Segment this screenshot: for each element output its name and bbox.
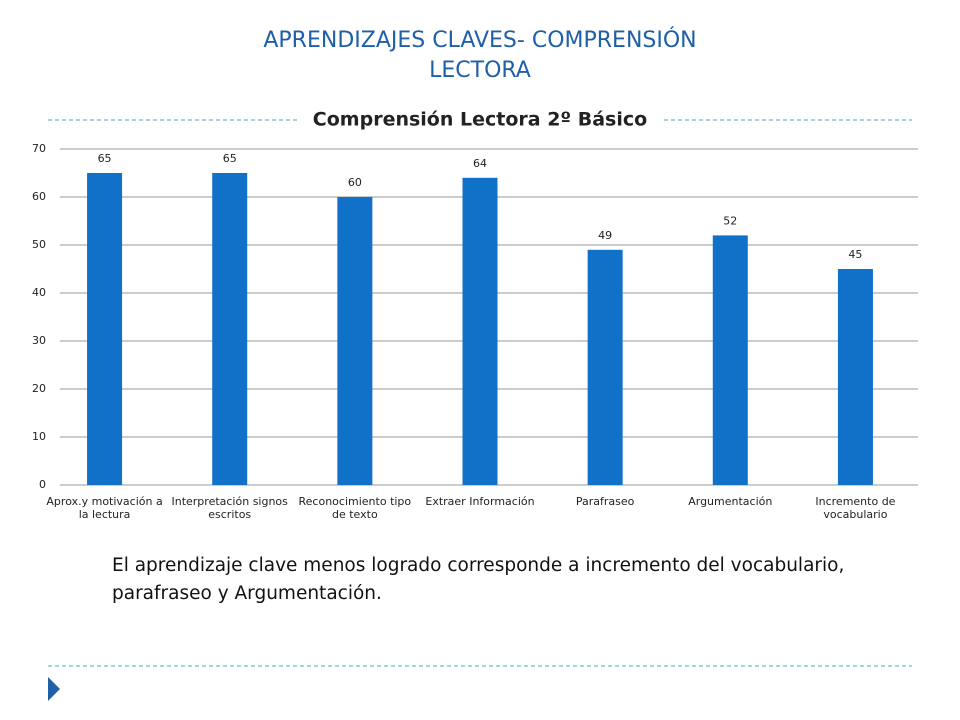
y-tick-label: 70 bbox=[32, 142, 46, 155]
body-text: El aprendizaje clave menos logrado corre… bbox=[112, 555, 845, 604]
bar bbox=[87, 173, 123, 485]
y-tick-label: 20 bbox=[32, 382, 46, 395]
slide-title: LECTORA bbox=[429, 58, 531, 83]
y-tick-label: 40 bbox=[32, 286, 46, 299]
x-tick-label: Argumentación bbox=[688, 495, 773, 508]
bar bbox=[587, 249, 623, 485]
x-tick-label: Aprox.y motivación a la lectura bbox=[46, 495, 163, 521]
data-label: 65 bbox=[98, 152, 112, 165]
data-label: 60 bbox=[348, 176, 362, 189]
data-label: 52 bbox=[723, 214, 737, 227]
title-bg bbox=[298, 106, 662, 134]
x-tick-label: Interpretación signos escritos bbox=[171, 495, 288, 521]
data-label: 45 bbox=[848, 248, 862, 261]
y-tick-label: 0 bbox=[39, 478, 46, 491]
x-tick-label: Reconocimiento tipo de texto bbox=[298, 495, 412, 521]
data-label: 64 bbox=[473, 157, 487, 170]
x-tick-label: Parafraseo bbox=[575, 495, 635, 508]
y-tick-label: 50 bbox=[32, 238, 46, 251]
x-tick-label: Extraer Información bbox=[425, 495, 535, 508]
bar bbox=[462, 177, 498, 486]
y-tick-label: 60 bbox=[32, 190, 46, 203]
bar bbox=[212, 173, 248, 485]
chart-title: Comprensión Lectora 2º Básico bbox=[313, 109, 647, 131]
bullet-icon bbox=[48, 677, 60, 701]
bar bbox=[837, 269, 873, 485]
data-label: 49 bbox=[598, 229, 612, 242]
data-label: 65 bbox=[223, 152, 237, 165]
y-tick-label: 10 bbox=[32, 430, 46, 443]
y-tick-label: 30 bbox=[32, 334, 46, 347]
bar bbox=[337, 197, 373, 485]
x-tick-label: Incremento de vocabulario bbox=[815, 495, 896, 521]
bar bbox=[712, 235, 748, 485]
slide-title: APRENDIZAJES CLAVES- COMPRENSIÓN bbox=[263, 28, 697, 53]
